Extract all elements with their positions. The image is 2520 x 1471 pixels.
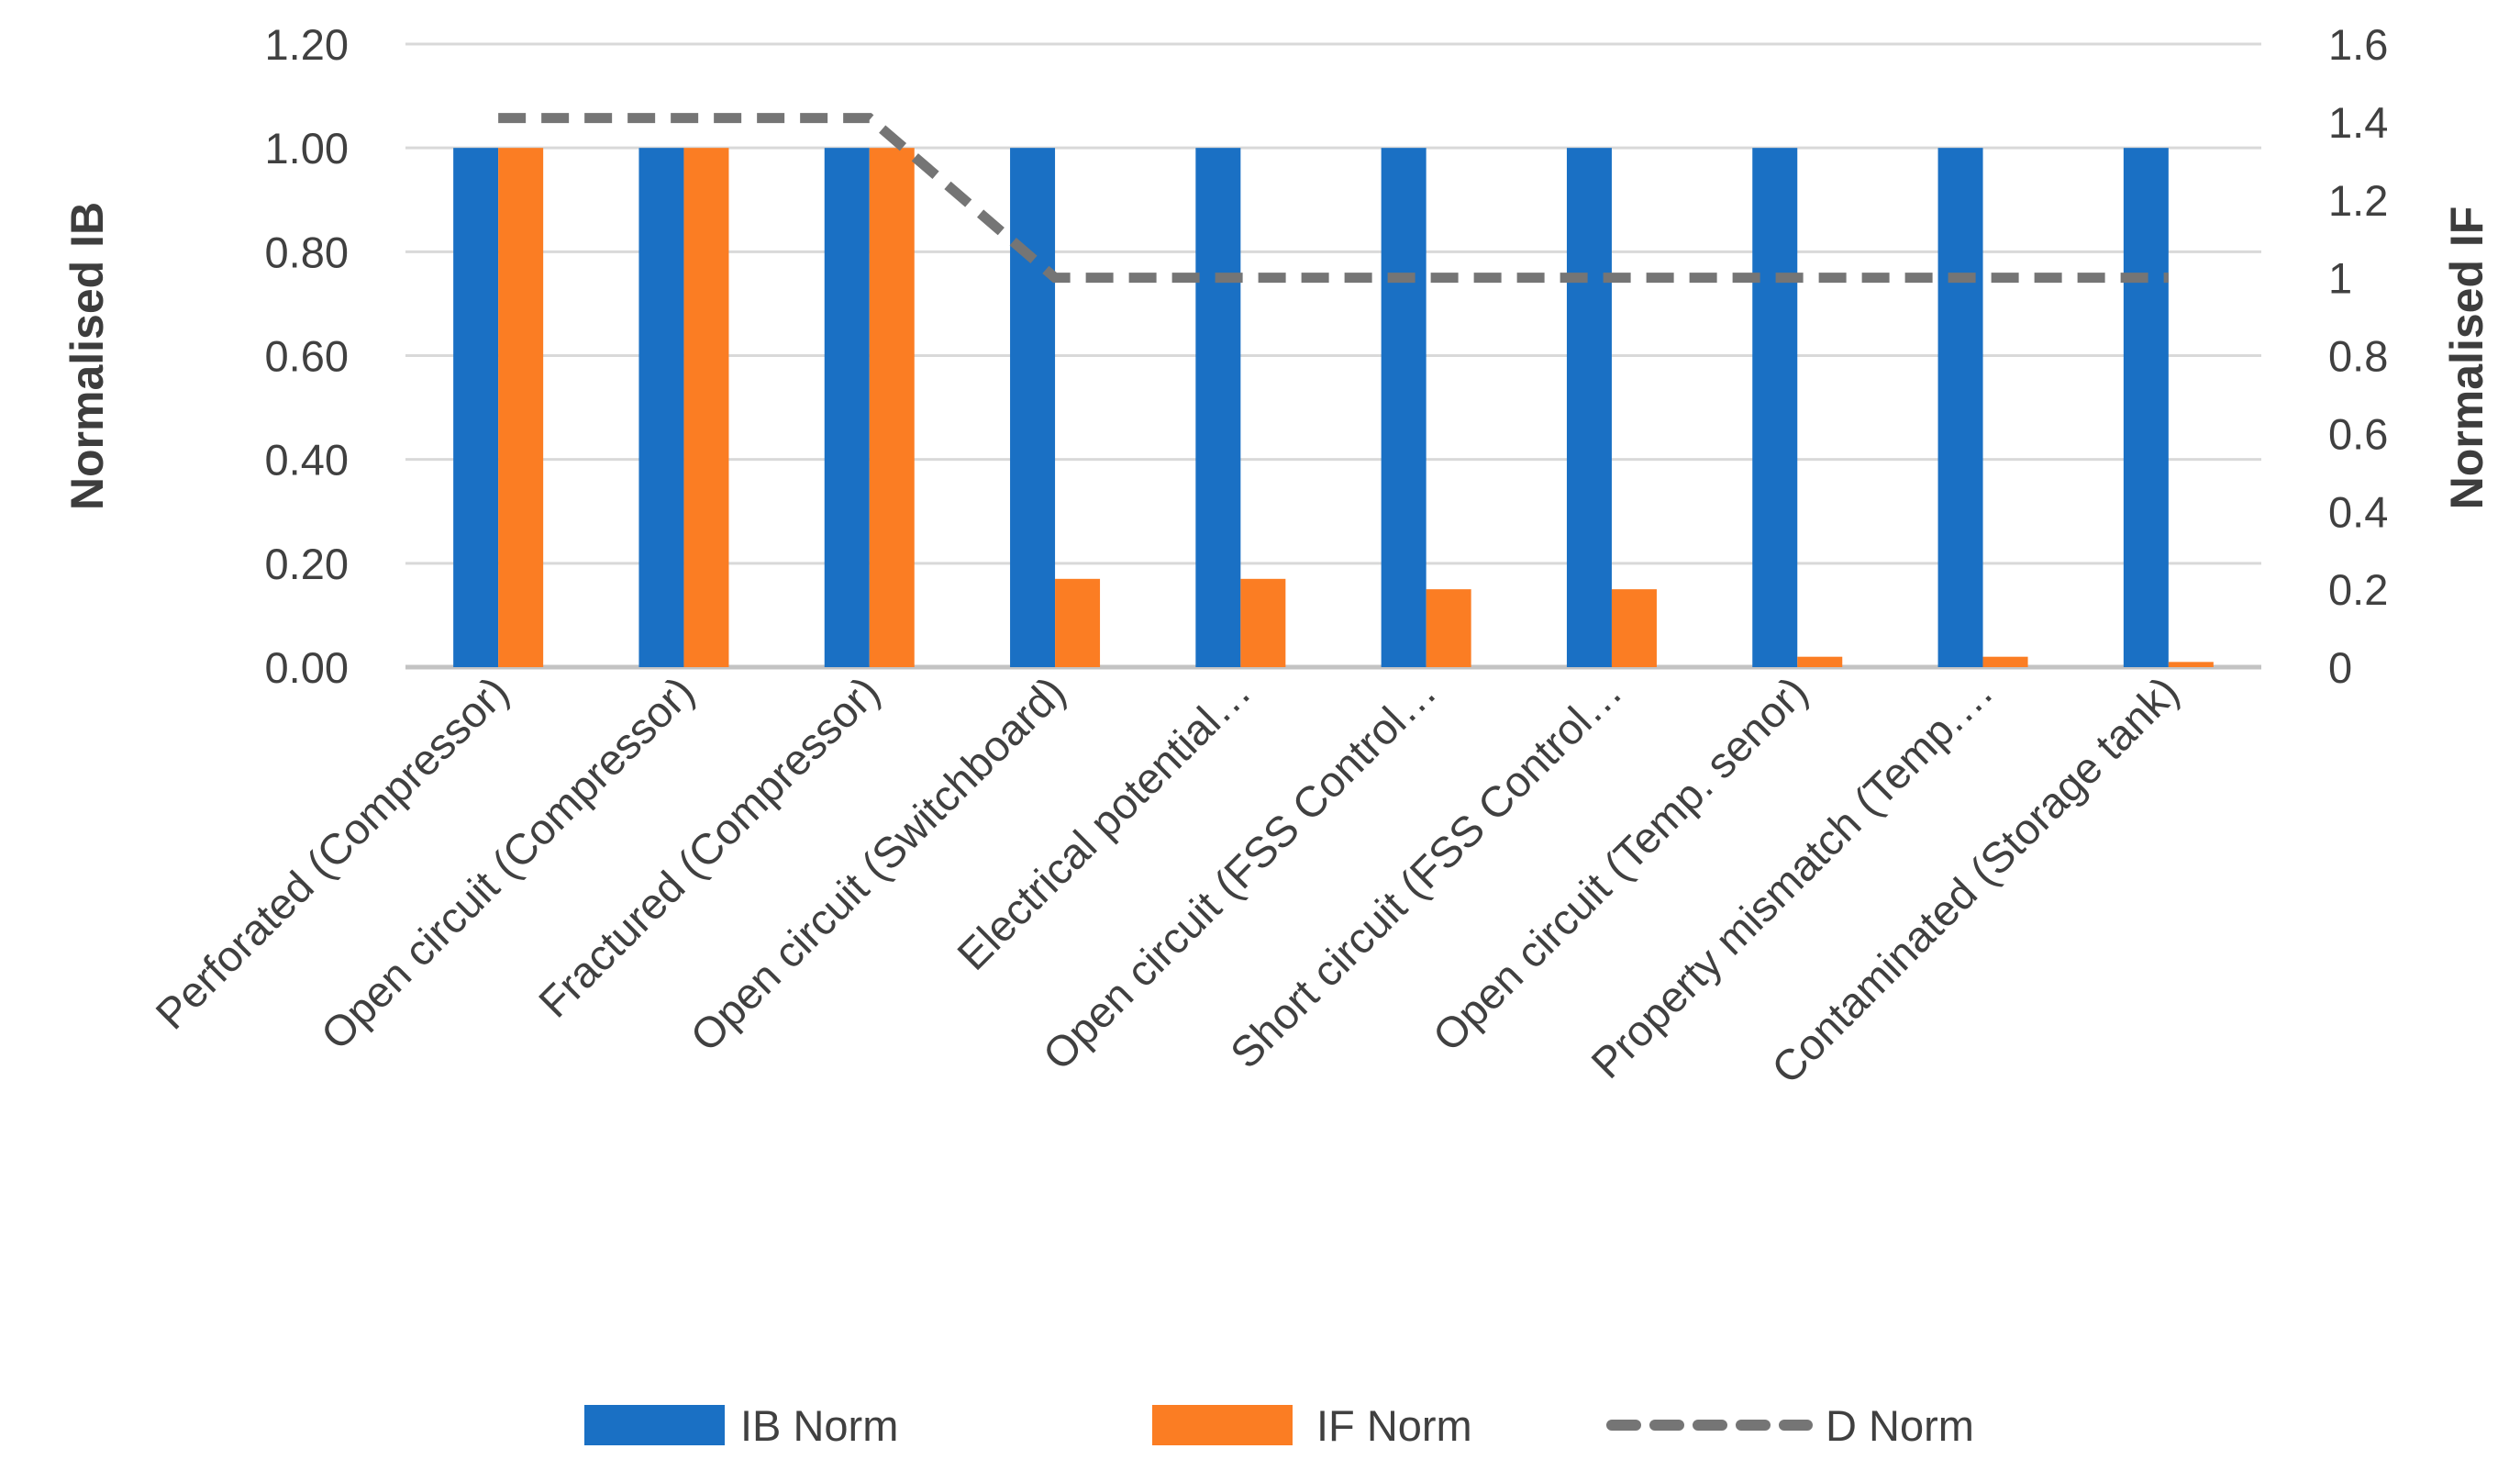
ib-norm-bar: [1010, 148, 1056, 667]
if-norm-bar: [1982, 656, 2028, 667]
category-label: Property mismatch (Temp.…: [1582, 667, 2003, 1088]
d-norm-dashed-line: [498, 113, 2169, 284]
bars: [453, 148, 2214, 667]
right-axis-tick-label: 0.6: [2328, 409, 2388, 458]
right-axis-title: Normalised IF: [2441, 206, 2492, 510]
if-norm-bar: [1611, 589, 1657, 667]
left-axis-tick-label: 0.00: [265, 643, 349, 692]
ib-norm-bar: [1566, 148, 1612, 667]
left-axis-tick-label: 0.80: [265, 228, 349, 276]
right-axis-tick-label: 0.2: [2328, 565, 2388, 614]
right-axis-tick-label: 1: [2328, 254, 2352, 303]
if-norm-bar: [2168, 662, 2214, 667]
category-label: Contaminated (Storage tank): [1762, 667, 2188, 1093]
legend-swatch-ib-norm: [584, 1405, 725, 1445]
right-axis-tick-label: 0.8: [2328, 332, 2388, 381]
left-axis-title: Normalised IB: [61, 202, 113, 510]
left-axis-tick-label: 0.20: [265, 540, 349, 588]
category-label: Short circuit (FSS Control…: [1221, 667, 1631, 1077]
category-label: Perforated (Compressor): [146, 667, 517, 1039]
left-axis-tick-label: 1.00: [265, 124, 349, 173]
ib-norm-bar: [1937, 148, 1983, 667]
ib-norm-bar: [1752, 148, 1798, 667]
ib-norm-bar: [824, 148, 870, 667]
legend-swatch-if-norm: [1152, 1405, 1293, 1445]
left-axis-tick-label: 0.40: [265, 436, 349, 485]
if-norm-bar: [683, 148, 729, 667]
right-axis-tick-label: 0.4: [2328, 487, 2388, 536]
category-label: Fractured (Compressor): [529, 667, 889, 1027]
ib-norm-bar: [1381, 148, 1427, 667]
right-axis-tick-label: 1.6: [2328, 20, 2388, 69]
legend-label-d-norm: D Norm: [1826, 1401, 1974, 1450]
category-label: Open circuit (Temp. senor): [1423, 667, 1816, 1061]
category-label: Open circuit (FSS Control…: [1033, 667, 1445, 1079]
right-axis-tick-label: 1.2: [2328, 176, 2388, 225]
legend: IB Norm IF Norm D Norm: [584, 1401, 1974, 1450]
left-axis-tick-label: 1.20: [265, 20, 349, 69]
right-axis-ticks: 0 0.2 0.4 0.6 0.8 1 1.2 1.4 1.6: [2328, 20, 2388, 692]
left-axis-tick-label: 0.60: [265, 332, 349, 381]
ib-norm-bar: [2123, 148, 2169, 667]
right-axis-tick-label: 0: [2328, 643, 2352, 692]
category-label: Open circuit (Compressor): [311, 667, 703, 1059]
legend-label-ib-norm: IB Norm: [740, 1401, 898, 1450]
if-norm-bar: [869, 148, 915, 667]
category-label: Open circuit (Switchboard): [681, 667, 1074, 1061]
if-norm-bar: [498, 148, 544, 667]
right-axis-tick-label: 1.4: [2328, 98, 2388, 147]
ib-norm-bar: [638, 148, 684, 667]
if-norm-bar: [1797, 656, 1843, 667]
if-norm-bar: [1240, 578, 1286, 667]
if-norm-bar: [1055, 578, 1101, 667]
category-labels: Perforated (Compressor)Open circuit (Com…: [146, 667, 2188, 1093]
ib-norm-bar: [1195, 148, 1241, 667]
left-axis-ticks: 0.00 0.20 0.40 0.60 0.80 1.00 1.20: [265, 20, 349, 692]
legend-label-if-norm: IF Norm: [1316, 1401, 1472, 1450]
d-norm-line: [498, 113, 2169, 284]
if-norm-bar: [1426, 589, 1471, 667]
ib-norm-bar: [453, 148, 499, 667]
